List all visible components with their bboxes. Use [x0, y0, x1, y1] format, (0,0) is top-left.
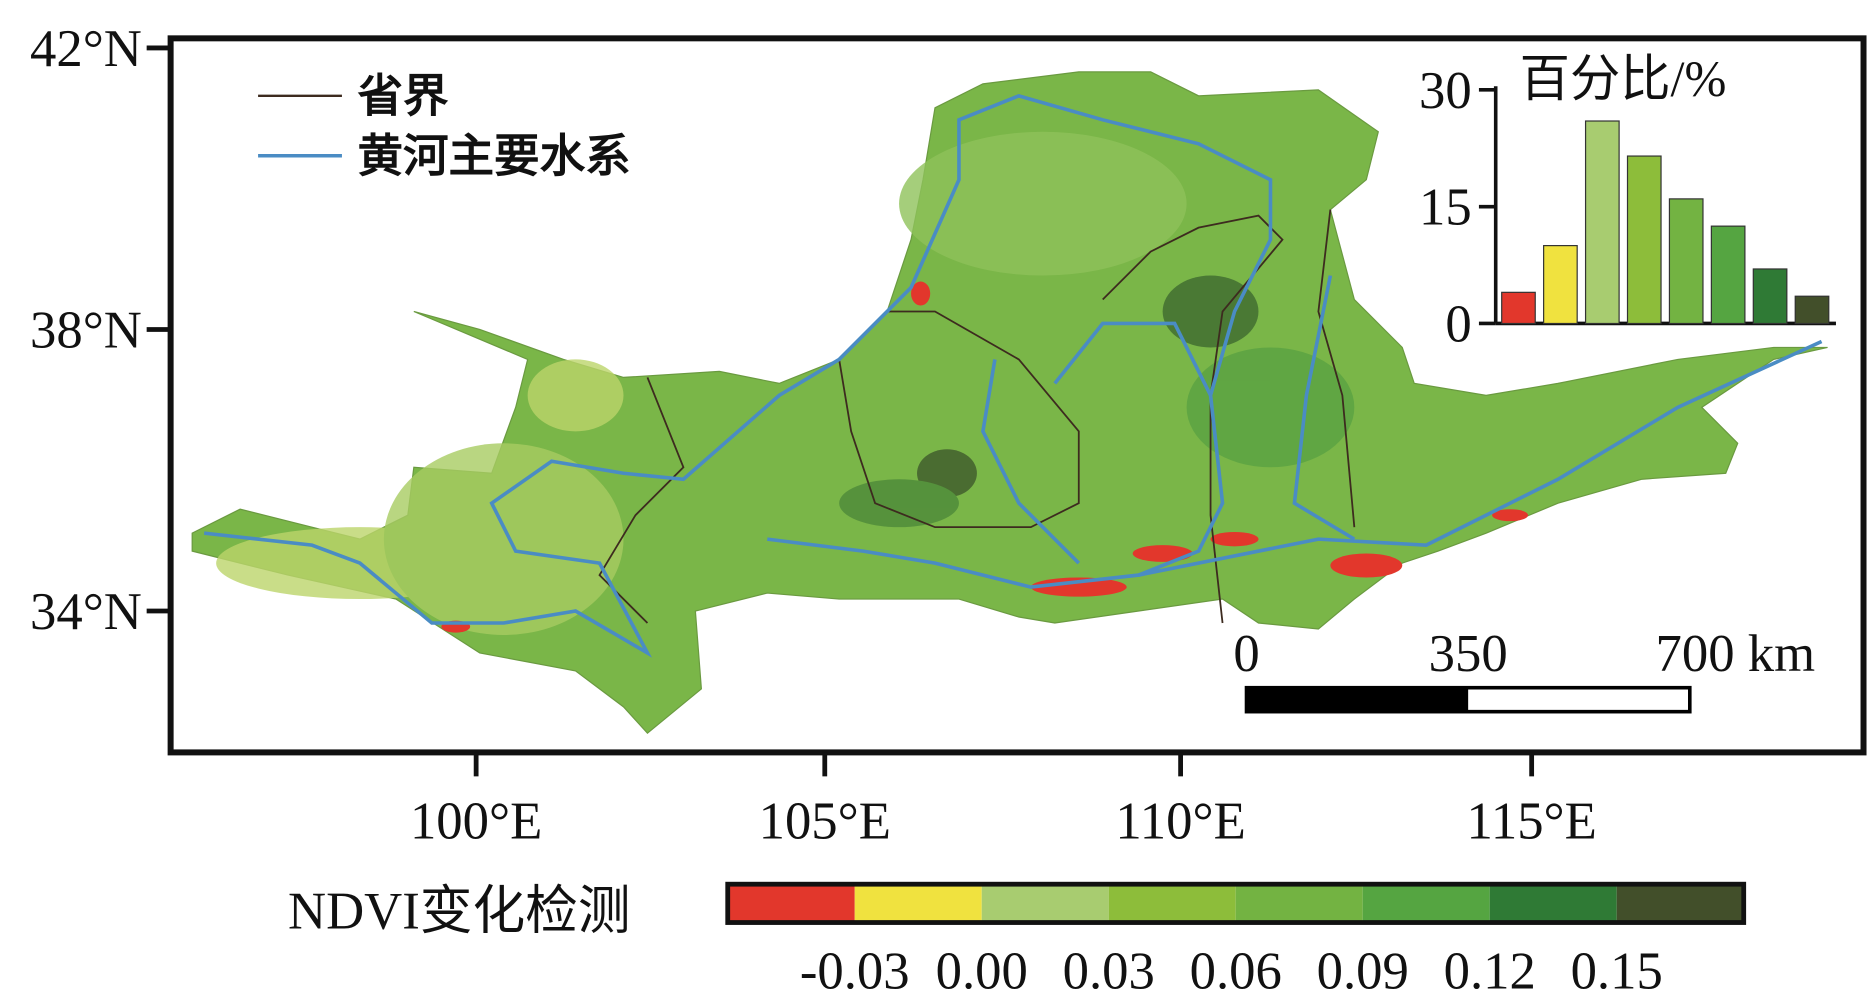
scale-bar: 0 350 700 km	[1233, 625, 1816, 714]
lon-label: 115°E	[1466, 793, 1596, 851]
bar	[1794, 295, 1830, 325]
colorbar-segment	[727, 884, 855, 923]
colorbar-tick-label: -0.03	[800, 942, 910, 1000]
bar	[1626, 155, 1662, 325]
colorbar-tick-label: 0.15	[1571, 942, 1663, 1000]
colorbar-segment	[854, 884, 982, 923]
lon-label: 110°E	[1115, 793, 1245, 851]
bar	[1543, 245, 1578, 325]
lat-label: 38°N	[30, 301, 142, 359]
colorbar-tick-label: 0.03	[1063, 942, 1155, 1000]
y-tick-label: 30	[1419, 62, 1472, 120]
bar	[1584, 120, 1620, 325]
lon-label: 105°E	[759, 793, 891, 851]
colorbar-segment	[1616, 884, 1744, 923]
bar	[1710, 225, 1746, 325]
change-hotspots	[441, 281, 1529, 633]
scale-label: 350	[1429, 625, 1508, 683]
scale-label: 0	[1233, 625, 1259, 683]
bar	[1501, 291, 1536, 325]
colorbar-tick-label: 0.12	[1444, 942, 1536, 1000]
lat-label: 34°N	[30, 583, 142, 641]
colorbar-segment	[1362, 884, 1490, 923]
colorbar-segment	[981, 884, 1109, 923]
y-tick-label: 15	[1419, 179, 1472, 237]
rivers	[203, 93, 1823, 658]
colorbar-segment	[1235, 884, 1363, 923]
province-borders	[598, 209, 1356, 624]
scale-bar-half	[1246, 687, 1469, 712]
legend: 省界 黄河主要水系	[258, 70, 631, 181]
inset-title: 百分比/%	[1520, 51, 1727, 107]
colorbar-segment	[1108, 884, 1236, 923]
lat-label: 42°N	[30, 20, 142, 78]
colorbar-tick-label: 0.06	[1190, 942, 1282, 1000]
colorbar-segment	[1489, 884, 1617, 923]
lon-label: 100°E	[410, 793, 542, 851]
legend-label: 省界	[358, 70, 450, 121]
y-tick-label: 0	[1445, 295, 1471, 353]
colorbar-tick-label: 0.09	[1317, 942, 1409, 1000]
colorbar-tick-label: 0.00	[936, 942, 1028, 1000]
colorbar-title: NDVI变化检测	[288, 883, 631, 941]
legend-label: 黄河主要水系	[358, 130, 631, 181]
scale-label: 700 km	[1656, 625, 1816, 683]
bar	[1668, 198, 1704, 325]
bar	[1752, 268, 1788, 325]
colorbar-frame	[725, 881, 1747, 925]
vegetation-patches	[216, 131, 1355, 635]
